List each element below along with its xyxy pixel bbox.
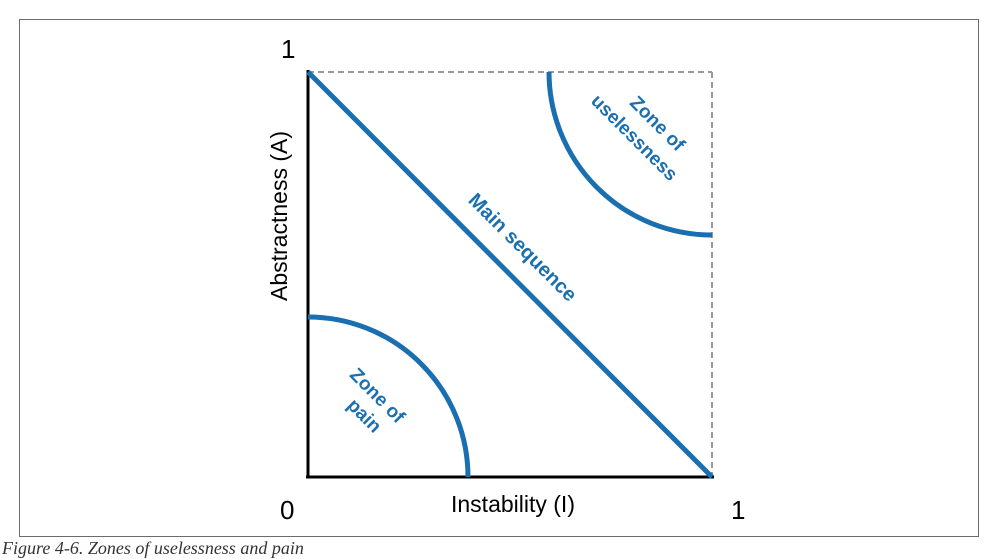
x-axis-label: Instability (I) xyxy=(451,491,575,517)
zone-of-pain-arc xyxy=(307,314,471,478)
figure-frame xyxy=(19,19,979,537)
y-axis-label: Abstractness (A) xyxy=(266,131,292,301)
x-axis-max-tick: 1 xyxy=(731,495,745,525)
origin-tick: 0 xyxy=(280,495,294,525)
y-axis-max-tick: 1 xyxy=(281,34,295,64)
figure-caption: Figure 4-6. Zones of uselessness and pai… xyxy=(2,538,304,558)
main-sequence-line xyxy=(306,70,714,479)
zone-of-uselessness-arc xyxy=(546,71,713,238)
